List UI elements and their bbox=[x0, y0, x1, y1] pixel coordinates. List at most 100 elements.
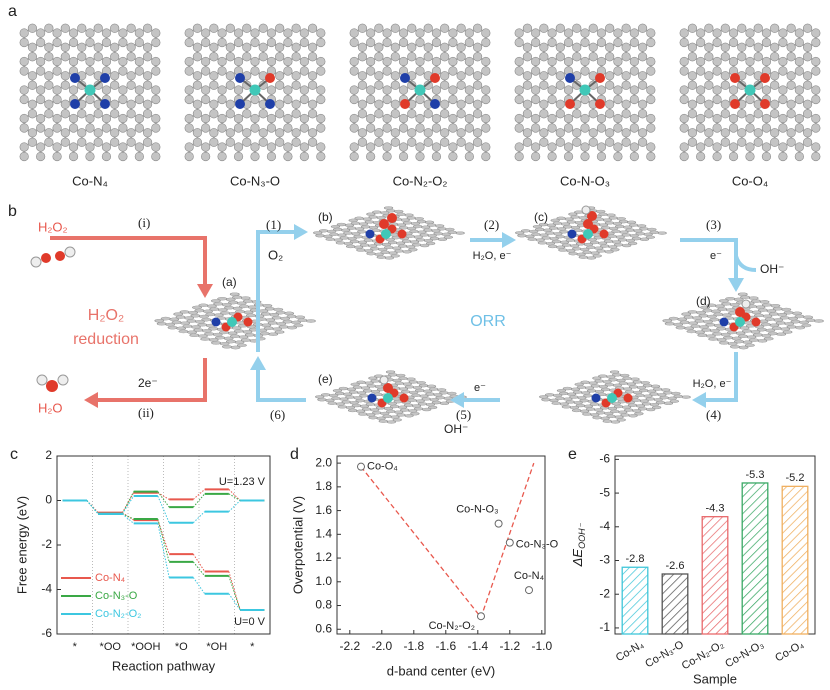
carbon-atom bbox=[415, 56, 425, 67]
carbon-atom bbox=[44, 99, 54, 109]
carbon-atom bbox=[316, 66, 326, 76]
carbon-atom bbox=[110, 42, 120, 52]
carbon-atom bbox=[591, 233, 601, 237]
carbon-atom bbox=[275, 99, 285, 109]
carbon-atom bbox=[341, 228, 351, 232]
carbon-atom bbox=[440, 23, 450, 33]
carbon-atom bbox=[415, 113, 425, 124]
carbon-atom bbox=[118, 66, 128, 76]
carbon-atom bbox=[423, 128, 433, 138]
carbon-atom bbox=[142, 128, 153, 138]
catalyst bbox=[515, 205, 667, 260]
carbon-atom bbox=[68, 151, 79, 162]
carbon-atom bbox=[696, 142, 706, 152]
carbon-atom bbox=[531, 151, 541, 162]
carbon-atom bbox=[68, 142, 79, 152]
carbon-atom bbox=[209, 99, 219, 109]
atom bbox=[64, 246, 76, 258]
carbon-atom bbox=[447, 391, 457, 396]
carbon-atom bbox=[753, 109, 763, 119]
carbon-atom bbox=[621, 405, 632, 409]
dopant-atom bbox=[399, 393, 409, 403]
carbon-atom bbox=[407, 128, 417, 138]
carbon-atom bbox=[283, 85, 293, 95]
carbon-atom bbox=[423, 42, 433, 52]
carbon-atom bbox=[719, 341, 730, 345]
carbon-atom bbox=[635, 404, 646, 408]
carbon-atom bbox=[280, 316, 291, 321]
carbon-atom bbox=[380, 211, 390, 215]
carbon-atom bbox=[456, 71, 466, 81]
carbon-atom bbox=[19, 28, 29, 38]
carbon-atom bbox=[481, 142, 491, 152]
carbon-atom bbox=[600, 416, 610, 421]
carbon-atom bbox=[199, 314, 209, 319]
y-tick-label: -3 bbox=[599, 553, 610, 567]
intermediate-label: (e) bbox=[318, 372, 333, 386]
carbon-atom bbox=[374, 23, 384, 33]
carbon-atom bbox=[621, 42, 631, 52]
carbon-atom bbox=[329, 393, 339, 398]
carbon-atom bbox=[299, 123, 309, 133]
carbon-atom bbox=[307, 52, 318, 62]
carbon-atom bbox=[646, 407, 656, 412]
carbon-atom bbox=[313, 231, 323, 235]
carbon-atom bbox=[580, 151, 590, 162]
carbon-atom bbox=[77, 128, 87, 138]
carbon-atom bbox=[539, 128, 549, 138]
arrowhead bbox=[84, 392, 98, 408]
carbon-atom bbox=[423, 389, 433, 393]
carbon-atom bbox=[588, 52, 598, 62]
carbon-atom bbox=[325, 237, 335, 241]
carbon-atom bbox=[788, 316, 799, 321]
carbon-atom bbox=[388, 251, 398, 255]
carbon-atom bbox=[192, 109, 203, 119]
carbon-atom bbox=[437, 237, 448, 241]
carbon-atom bbox=[77, 137, 87, 147]
carbon-atom bbox=[192, 80, 203, 90]
carbon-atom bbox=[448, 113, 458, 124]
y-tick-label: 1.0 bbox=[315, 574, 332, 588]
carbon-atom bbox=[776, 332, 787, 337]
carbon-atom bbox=[647, 227, 657, 232]
carbon-atom bbox=[751, 310, 762, 315]
adsorbate-atom bbox=[383, 383, 393, 393]
species: H₂O bbox=[38, 400, 63, 415]
carbon-atom bbox=[735, 331, 746, 335]
carbon-atom bbox=[184, 56, 194, 67]
intermediate-label: (d) bbox=[696, 294, 711, 308]
carbon-atom bbox=[464, 113, 474, 124]
carbon-atom bbox=[761, 85, 772, 95]
carbon-atom bbox=[621, 128, 631, 138]
carbon-atom bbox=[225, 137, 235, 147]
carbon-atom bbox=[728, 28, 739, 38]
carbon-atom bbox=[531, 123, 541, 133]
y-tick-label: 1.4 bbox=[315, 526, 332, 540]
carbon-atom bbox=[621, 137, 631, 147]
carbon-atom bbox=[464, 85, 474, 95]
point-label: Co-N-O₃ bbox=[456, 504, 498, 516]
carbon-atom bbox=[217, 94, 227, 105]
arrowhead bbox=[197, 284, 213, 298]
point-label: Co-N₄ bbox=[514, 570, 545, 582]
carbon-atom bbox=[657, 231, 667, 235]
carbon-atom bbox=[315, 395, 325, 399]
connector bbox=[228, 493, 241, 501]
carbon-atom bbox=[357, 137, 368, 147]
carbon-atom bbox=[613, 56, 623, 67]
carbon-atom bbox=[233, 28, 244, 38]
carbon-atom bbox=[604, 411, 614, 416]
carbon-atom bbox=[250, 123, 260, 133]
process-label: reduction bbox=[73, 331, 139, 348]
carbon-atom bbox=[770, 42, 780, 52]
cobalt-atom bbox=[735, 317, 745, 327]
carbon-atom bbox=[233, 142, 244, 152]
carbon-atom bbox=[696, 113, 706, 124]
carbon-atom bbox=[349, 66, 359, 76]
carbon-atom bbox=[597, 241, 608, 245]
carbon-atom bbox=[195, 320, 205, 324]
carbon-atom bbox=[696, 56, 706, 67]
connector bbox=[121, 513, 135, 524]
carbon-atom bbox=[180, 321, 191, 325]
carbon-atom bbox=[52, 85, 62, 95]
